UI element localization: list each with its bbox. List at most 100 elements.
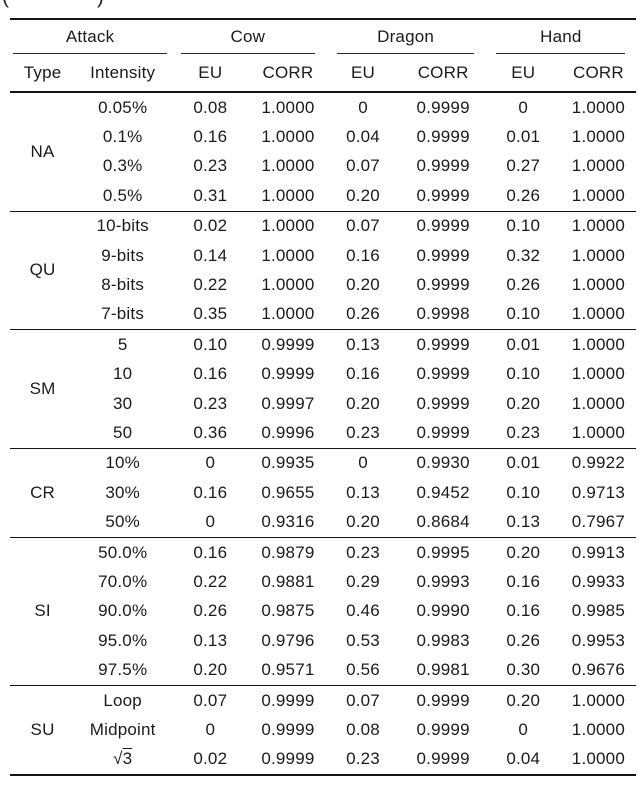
value-cell: 0.26 [506, 630, 541, 650]
value-cell: 0.9999 [416, 245, 470, 265]
attack-type-label: SU [10, 684, 76, 775]
value-cell: 0.20 [346, 275, 380, 295]
value-cell: 0.9935 [250, 447, 326, 479]
table-row: 90.0% 0.26 0.9875 0.46 0.9990 0.16 0.9985 [10, 597, 636, 626]
value-cell: 0.13 [346, 482, 380, 502]
value-cell: 0.26 [506, 275, 541, 295]
table-row: 0.1% 0.16 1.0000 0.04 0.9999 0.01 1.0000 [10, 122, 636, 151]
col-header-cow-corr: CORR [250, 54, 326, 93]
header-group-dragon: Dragon [325, 19, 485, 54]
intensity-cell: Loop [75, 684, 171, 716]
intensity-cell: 10% [75, 447, 171, 479]
value-cell: 0.9996 [261, 422, 315, 442]
table-row: 10 0.16 0.9999 0.16 0.9999 0.10 1.0000 [10, 360, 636, 389]
col-header-cow-eu: EU [170, 54, 251, 93]
intensity-cell: 9-bits [101, 245, 145, 265]
intensity-cell: 30 [113, 393, 133, 413]
value-cell: 0.9796 [261, 630, 315, 650]
value-cell: 0.31 [193, 185, 228, 205]
cropped-caption: ( ) [0, 0, 640, 10]
value-cell: 0.07 [325, 210, 401, 241]
value-cell: 0.22 [193, 275, 228, 295]
intensity-cell: 50 [113, 422, 133, 442]
table-row: 30% 0.16 0.9655 0.13 0.9452 0.10 0.9713 [10, 478, 636, 507]
value-cell: 0.26 [346, 304, 380, 324]
value-cell: 0.9881 [261, 571, 315, 591]
value-cell: 0.13 [193, 630, 228, 650]
value-cell: 1.0000 [560, 684, 636, 716]
value-cell: 1.0000 [571, 127, 625, 147]
value-cell: 0.9999 [400, 329, 486, 360]
col-header-hand-eu: EU [485, 54, 561, 93]
value-cell: 0.23 [346, 422, 380, 442]
col-header-type: Type [10, 54, 76, 93]
value-cell: 0.16 [506, 601, 541, 621]
value-cell: 0.10 [170, 329, 251, 360]
col-header-dragon-corr: CORR [400, 54, 486, 93]
value-cell: 0.07 [170, 684, 251, 716]
table-row: 0.3% 0.23 1.0000 0.07 0.9999 0.27 1.0000 [10, 152, 636, 181]
value-cell: 0.9999 [416, 185, 470, 205]
value-cell: 0.10 [506, 482, 541, 502]
attack-type-label: NA [30, 141, 55, 161]
table-row: 30 0.23 0.9997 0.20 0.9999 0.20 1.0000 [10, 389, 636, 418]
value-cell: 0 [205, 512, 216, 532]
value-cell: 0.07 [346, 156, 380, 176]
value-cell: 0.9998 [416, 304, 470, 324]
value-cell: 0.7967 [571, 512, 625, 532]
value-cell: 0.9999 [261, 364, 315, 384]
value-cell: 0.9999 [400, 210, 486, 241]
intensity-cell: 5 [75, 329, 171, 360]
table-row: 95.0% 0.13 0.9796 0.53 0.9983 0.26 0.9953 [10, 626, 636, 655]
value-cell: 0.14 [193, 245, 228, 265]
header-group-cow-label: Cow [230, 27, 266, 46]
value-cell: 0.9999 [416, 719, 470, 739]
value-cell: 1.0000 [571, 749, 625, 769]
table-row: 8-bits 0.22 1.0000 0.20 0.9999 0.26 1.0000 [10, 270, 636, 299]
value-cell: 0.9999 [416, 393, 470, 413]
value-cell: 0 [358, 97, 368, 117]
attack-type-label: QU [10, 210, 76, 330]
value-cell: 0.01 [485, 447, 561, 479]
value-cell: 0 [325, 447, 401, 479]
value-cell: 0.46 [346, 601, 380, 621]
value-cell: 0.16 [170, 536, 251, 568]
caption-paren-left: ( [2, 0, 9, 9]
table-row: QU 10-bits 0.02 1.0000 0.07 0.9999 0.10 1.0000 [10, 210, 636, 330]
value-cell: 0.01 [506, 127, 541, 147]
table-row: SM 5 0.10 0.9999 0.13 0.9999 0.01 1.0000 [10, 329, 636, 449]
value-cell: 0.9571 [261, 660, 315, 680]
value-cell: 1.0000 [571, 245, 625, 265]
value-cell: 0.20 [506, 393, 541, 413]
intensity-cell: 30% [105, 482, 140, 502]
value-cell: 0.9999 [416, 422, 470, 442]
value-cell: 0.23 [346, 749, 380, 769]
value-cell: 0.9999 [416, 127, 470, 147]
table-row: 9-bits 0.14 1.0000 0.16 0.9999 0.32 1.0000 [10, 241, 636, 270]
attack-type-label: SI [10, 536, 76, 686]
value-cell: 1.0000 [560, 210, 636, 241]
intensity-cell: 0.05% [98, 97, 148, 117]
value-cell: 0.9999 [261, 719, 315, 739]
value-cell: 1.0000 [571, 304, 625, 324]
intensity-cell: 7-bits [101, 304, 145, 324]
sub-header-row: Type Intensity EU CORR EU CORR EU CORR [10, 54, 636, 93]
value-cell: 0.9922 [560, 447, 636, 479]
value-cell: 0 [205, 719, 216, 739]
value-cell: 0.9999 [416, 275, 470, 295]
value-cell: 0.16 [346, 245, 380, 265]
intensity-cell: 8-bits [101, 275, 145, 295]
header-group-cow: Cow [170, 19, 325, 54]
value-cell: 0.10 [506, 364, 541, 384]
value-cell: 1.0000 [261, 127, 315, 147]
value-cell: 0.35 [193, 304, 228, 324]
value-cell: 0.8684 [416, 512, 470, 532]
value-cell: 0.9999 [250, 329, 326, 360]
value-cell: 0.9999 [416, 156, 470, 176]
table-row: CR 10% 0 0.9935 0 0.9930 0.01 0.9922 [10, 447, 636, 538]
value-cell: 0.27 [506, 156, 541, 176]
value-cell: 1.0000 [571, 422, 625, 442]
col-header-dragon-eu: EU [325, 54, 401, 93]
value-cell: 0.20 [193, 660, 228, 680]
